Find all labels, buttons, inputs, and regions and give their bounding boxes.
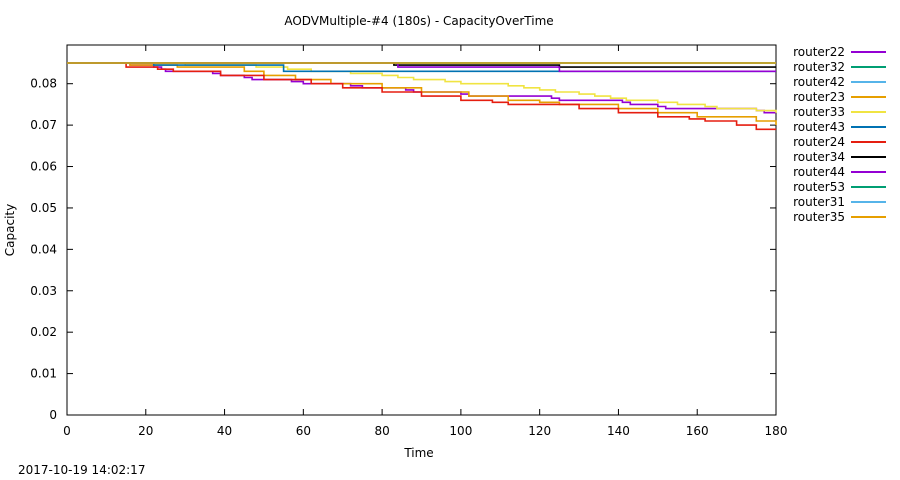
- y-tick-label: 0.06: [30, 160, 57, 174]
- legend-label-router32: router32: [793, 60, 845, 74]
- y-tick-label: 0.03: [30, 284, 57, 298]
- chart-title: AODVMultiple-#4 (180s) - CapacityOverTim…: [284, 14, 553, 28]
- y-tick-label: 0.07: [30, 118, 57, 132]
- y-axis: 0 0.01 0.02 0.03 0.04 0.05 0.06 0.07 0.08: [30, 77, 776, 422]
- x-tick-label: 0: [63, 424, 71, 438]
- x-tick-label: 80: [374, 424, 389, 438]
- legend-label-router34: router34: [793, 150, 845, 164]
- legend-label-router33: router33: [793, 105, 845, 119]
- x-tick-label: 20: [138, 424, 153, 438]
- y-axis-label: Capacity: [3, 204, 17, 256]
- legend: router22router32router42router23router33…: [793, 45, 886, 224]
- x-tick-label: 120: [528, 424, 551, 438]
- series-line-router23: [67, 62, 777, 126]
- legend-label-router44: router44: [793, 165, 845, 179]
- y-tick-label: 0.04: [30, 242, 57, 256]
- x-tick-label: 60: [296, 424, 311, 438]
- x-tick-label: 160: [686, 424, 709, 438]
- series-line-router33: [67, 62, 777, 113]
- legend-label-router42: router42: [793, 75, 845, 89]
- legend-label-router23: router23: [793, 90, 845, 104]
- y-tick-label: 0.02: [30, 325, 57, 339]
- x-axis-label: Time: [403, 446, 433, 460]
- x-tick-label: 180: [765, 424, 788, 438]
- x-tick-label: 40: [217, 424, 232, 438]
- x-tick-label: 140: [607, 424, 630, 438]
- y-tick-label: 0.05: [30, 201, 57, 215]
- legend-label-router22: router22: [793, 45, 845, 59]
- footer-timestamp: 2017-10-19 14:02:17: [18, 463, 146, 477]
- x-axis: 0 20 40 60 80 100 120 140 160 180: [63, 45, 787, 438]
- legend-label-router53: router53: [793, 180, 845, 194]
- y-tick-label: 0: [49, 408, 57, 422]
- legend-label-router31: router31: [793, 195, 845, 209]
- legend-label-router24: router24: [793, 135, 845, 149]
- y-tick-label: 0.01: [30, 367, 57, 381]
- y-tick-label: 0.08: [30, 77, 57, 91]
- plot-frame: [66, 44, 777, 416]
- x-tick-label: 100: [449, 424, 472, 438]
- series-line-router24: [67, 62, 776, 131]
- legend-label-router43: router43: [793, 120, 845, 134]
- legend-label-router35: router35: [793, 210, 845, 224]
- series-layer: [67, 62, 777, 131]
